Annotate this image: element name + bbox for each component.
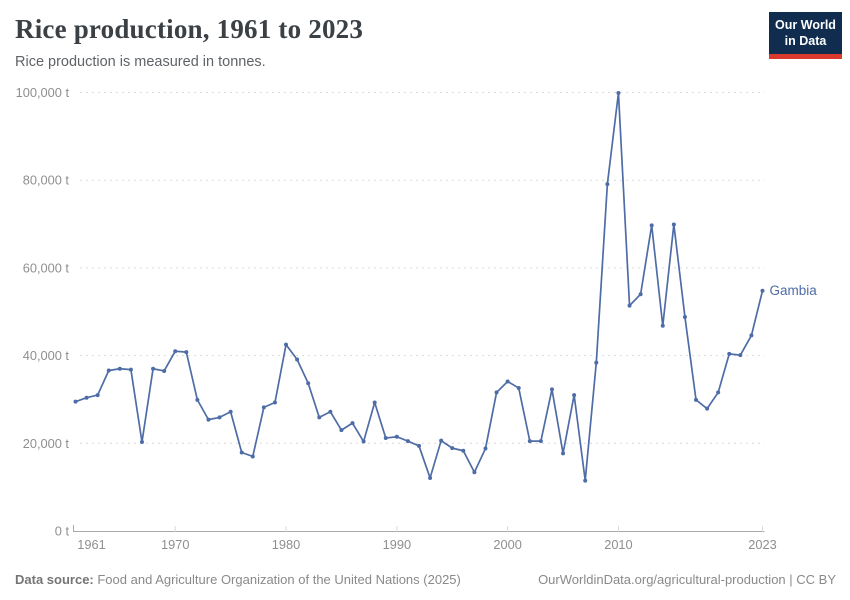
data-point bbox=[428, 475, 433, 480]
data-point bbox=[151, 366, 156, 371]
data-point bbox=[272, 400, 277, 405]
data-point bbox=[450, 446, 455, 451]
y-axis-tick-label: 60,000 t bbox=[23, 260, 70, 275]
owid-logo-line1: Our World bbox=[775, 18, 836, 32]
data-point bbox=[516, 386, 521, 391]
data-point bbox=[749, 333, 754, 338]
data-point bbox=[173, 349, 178, 354]
data-point bbox=[549, 387, 554, 392]
data-point bbox=[405, 439, 410, 444]
x-axis-tick-label: 2000 bbox=[493, 537, 521, 552]
data-point bbox=[649, 223, 654, 228]
data-source-note: Data source: Food and Agriculture Organi… bbox=[15, 572, 461, 587]
data-point bbox=[682, 315, 687, 320]
data-point bbox=[572, 393, 577, 398]
data-source-label: Data source: bbox=[15, 572, 94, 587]
x-axis-tick-label: 1970 bbox=[161, 537, 189, 552]
page-title: Rice production, 1961 to 2023 bbox=[15, 14, 364, 44]
data-point bbox=[84, 395, 89, 400]
data-point bbox=[106, 368, 111, 373]
data-point bbox=[73, 399, 78, 404]
data-point bbox=[705, 406, 710, 411]
data-point bbox=[694, 397, 699, 402]
data-point bbox=[228, 409, 233, 414]
data-point bbox=[261, 405, 266, 410]
data-point bbox=[538, 439, 543, 444]
x-axis-tick-label: 2010 bbox=[604, 537, 632, 552]
x-axis-tick-label: 1961 bbox=[77, 537, 105, 552]
data-point bbox=[95, 393, 100, 398]
data-point bbox=[594, 360, 599, 365]
data-point bbox=[738, 353, 743, 358]
data-point bbox=[760, 288, 765, 293]
data-point bbox=[561, 451, 566, 456]
data-point bbox=[184, 350, 189, 355]
data-point bbox=[627, 303, 632, 308]
data-point bbox=[117, 366, 122, 371]
series-line bbox=[74, 92, 764, 482]
x-axis-tick-label: 1990 bbox=[383, 537, 411, 552]
x-axis-tick-label: 1980 bbox=[272, 537, 300, 552]
data-point bbox=[494, 390, 499, 395]
chart-subtitle: Rice production is measured in tonnes. bbox=[15, 54, 266, 70]
data-point bbox=[195, 397, 200, 402]
data-point bbox=[317, 415, 322, 420]
entity-label: Gambia bbox=[770, 283, 818, 298]
data-point bbox=[239, 450, 244, 455]
data-point bbox=[583, 478, 588, 483]
data-point bbox=[472, 470, 477, 475]
owid-link[interactable]: OurWorldinData.org/agricultural-producti… bbox=[538, 572, 836, 587]
data-point bbox=[605, 182, 610, 187]
data-point bbox=[295, 357, 300, 362]
data-point bbox=[306, 381, 311, 386]
data-point bbox=[483, 446, 488, 451]
owid-logo-line2: in Data bbox=[784, 33, 827, 48]
data-point bbox=[527, 439, 532, 444]
data-point bbox=[250, 454, 255, 459]
owid-logo: Our World in Data bbox=[769, 12, 842, 60]
y-axis-tick-label: 80,000 t bbox=[23, 173, 70, 188]
data-source-text: Food and Agriculture Organization of the… bbox=[93, 572, 461, 587]
data-point bbox=[361, 439, 366, 444]
data-point bbox=[217, 415, 222, 420]
data-point bbox=[671, 222, 676, 227]
data-point bbox=[128, 367, 133, 372]
data-point bbox=[339, 428, 344, 433]
data-point bbox=[417, 443, 421, 448]
data-point bbox=[727, 351, 732, 356]
y-axis-tick-label: 0 t bbox=[55, 524, 70, 539]
data-point bbox=[383, 436, 388, 441]
chart-header: Rice production, 1961 to 2023 Rice produ… bbox=[15, 12, 842, 70]
y-axis-tick-label: 20,000 t bbox=[23, 436, 70, 451]
x-axis-tick-label: 2023 bbox=[748, 537, 776, 552]
data-point bbox=[372, 400, 377, 405]
data-point bbox=[716, 390, 721, 395]
data-point bbox=[394, 434, 399, 439]
data-point bbox=[284, 342, 289, 347]
chart-footer: Data source: Food and Agriculture Organi… bbox=[15, 572, 836, 587]
y-axis-tick-label: 40,000 t bbox=[23, 348, 70, 363]
data-point bbox=[616, 90, 621, 95]
data-point bbox=[660, 323, 665, 328]
data-point bbox=[206, 417, 211, 422]
data-point bbox=[638, 292, 643, 297]
data-point bbox=[439, 438, 444, 443]
y-axis-tick-label: 100,000 t bbox=[16, 85, 70, 100]
data-point bbox=[139, 439, 144, 444]
data-point bbox=[350, 421, 355, 426]
data-point bbox=[162, 368, 167, 373]
data-point bbox=[461, 448, 466, 453]
data-point bbox=[328, 409, 333, 414]
data-point bbox=[505, 379, 510, 384]
